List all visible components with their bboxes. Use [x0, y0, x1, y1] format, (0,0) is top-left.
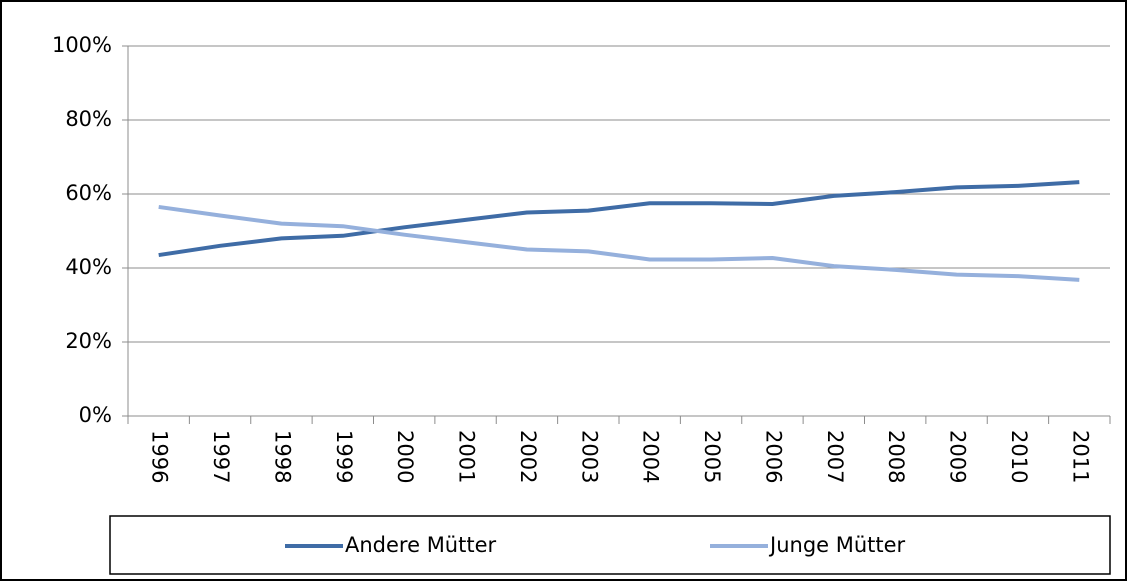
x-tick-label: 1998 — [270, 430, 294, 483]
x-tick-label: 2002 — [516, 430, 540, 483]
x-tick-label: 2010 — [1007, 430, 1031, 483]
x-tick-label: 2007 — [823, 430, 847, 483]
x-tick-label: 1997 — [209, 430, 233, 483]
y-tick-label: 0% — [79, 403, 112, 427]
x-tick-label: 2008 — [884, 430, 908, 483]
series-line — [158, 180, 1080, 258]
y-tick-label: 20% — [65, 329, 112, 353]
x-tick-label: 2005 — [700, 430, 724, 483]
legend-label: Andere Mütter — [345, 533, 497, 557]
y-tick-label: 40% — [65, 255, 112, 279]
legend-box — [109, 515, 1111, 575]
x-tick-label: 2004 — [639, 430, 663, 483]
legend-label: Junge Mütter — [768, 533, 906, 557]
x-tick-label: 2006 — [761, 430, 785, 483]
x-tick-label: 2009 — [946, 430, 970, 483]
x-tick-label: 1999 — [332, 430, 356, 483]
x-tick-label: 1996 — [148, 430, 172, 483]
y-tick-label: 60% — [65, 181, 112, 205]
y-tick-label: 100% — [52, 33, 112, 57]
x-tick-label: 2011 — [1068, 430, 1092, 483]
x-tick-label: 2000 — [393, 430, 417, 483]
x-tick-label: 2001 — [455, 430, 479, 483]
series-line — [158, 204, 1080, 282]
x-tick-label: 2003 — [577, 430, 601, 483]
y-tick-label: 80% — [65, 107, 112, 131]
